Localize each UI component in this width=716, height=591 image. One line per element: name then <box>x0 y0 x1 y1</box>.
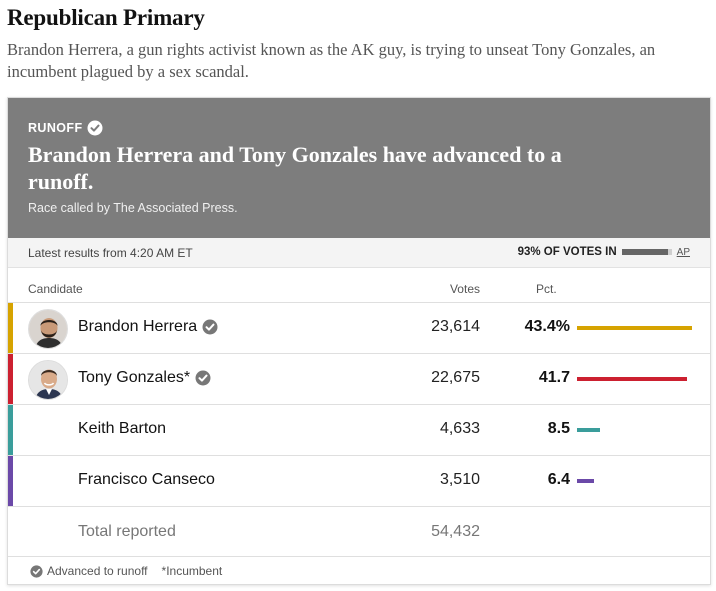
candidate-name-text: Keith Barton <box>78 420 167 437</box>
candidate-name-text: Brandon Herrera <box>78 318 198 335</box>
race-call-banner: RUNOFF Brandon Herrera and Tony Gonzales… <box>8 98 710 238</box>
candidate-votes: 4,633 <box>439 420 480 437</box>
runoff-tag: RUNOFF <box>28 120 103 136</box>
total-votes: 54,432 <box>431 523 480 540</box>
candidate-name: Brandon Herrera <box>78 318 218 336</box>
incumbent-legend-label: *Incumbent <box>161 564 223 578</box>
candidate-pct: 41.7 <box>538 369 570 386</box>
candidate-pct: 8.5 <box>547 420 570 437</box>
race-called-text: Race called by The Associated Press. <box>28 201 238 215</box>
candidate-color-accent <box>8 456 13 506</box>
candidate-row: Tony Gonzales* 22,675 41.7 <box>8 353 710 404</box>
page-dek: Brandon Herrera, a gun rights activist k… <box>7 40 656 81</box>
pct-bar-track <box>577 326 692 330</box>
candidate-row: Brandon Herrera 23,614 43.4% <box>8 302 710 353</box>
banner-headline: Brandon Herrera and Tony Gonzales have a… <box>28 142 562 194</box>
candidate-row: Francisco Canseco 3,510 6.4 <box>8 455 710 506</box>
latest-results-time: Latest results from 4:20 AM ET <box>28 246 193 260</box>
check-circle-icon <box>202 319 218 335</box>
candidate-row: Keith Barton 4,633 8.5 <box>8 404 710 455</box>
candidate-votes: 22,675 <box>431 369 480 386</box>
votes-reported: 93% OF VOTES IN AP <box>518 246 690 258</box>
total-label: Total reported <box>78 523 176 540</box>
column-header-votes: Votes <box>449 282 480 296</box>
reporting-progress-bar <box>621 249 672 255</box>
reporting-progress-fill <box>621 249 669 255</box>
results-card: RUNOFF Brandon Herrera and Tony Gonzales… <box>7 97 711 585</box>
pct-bar <box>577 326 692 330</box>
pct-bar <box>577 479 594 483</box>
candidate-votes: 3,510 <box>439 471 480 488</box>
candidate-name-text: Francisco Canseco <box>78 471 215 488</box>
avatar <box>28 360 68 400</box>
check-circle-icon <box>30 564 43 578</box>
total-row: Total reported 54,432 <box>8 506 710 556</box>
candidate-name: Francisco Canseco <box>78 471 215 489</box>
page-title: Republican Primary <box>7 5 205 30</box>
pct-bar <box>577 428 600 432</box>
pct-bar-track <box>577 377 692 381</box>
avatar <box>28 309 68 349</box>
check-circle-icon <box>87 120 103 136</box>
person-photo-icon <box>29 310 67 348</box>
candidate-color-accent <box>8 405 13 455</box>
column-header-pct: Pct. <box>536 282 557 296</box>
candidate-color-accent <box>8 354 13 404</box>
candidate-votes: 23,614 <box>431 318 480 335</box>
results-status-bar: Latest results from 4:20 AM ET 93% OF VO… <box>8 238 710 268</box>
advanced-legend-label: Advanced to runoff <box>47 564 148 578</box>
reporting-text: 93% OF VOTES IN <box>517 246 617 258</box>
candidate-name: Keith Barton <box>78 420 166 438</box>
check-circle-icon <box>195 370 211 386</box>
person-photo-icon <box>29 361 67 399</box>
column-header-candidate: Candidate <box>28 282 83 296</box>
results-footer: Advanced to runoff *Incumbent <box>8 556 710 585</box>
runoff-label: RUNOFF <box>28 121 83 135</box>
candidate-name: Tony Gonzales* <box>78 369 211 387</box>
pct-bar-track <box>577 479 692 483</box>
pct-bar <box>577 377 687 381</box>
pct-bar-track <box>577 428 692 432</box>
candidate-pct: 6.4 <box>547 471 570 488</box>
candidate-name-text: Tony Gonzales* <box>78 369 191 386</box>
footnote-legend: Advanced to runoff *Incumbent <box>30 564 222 578</box>
ap-source-link[interactable]: AP <box>676 246 690 258</box>
candidate-pct: 43.4% <box>524 318 570 335</box>
candidate-color-accent <box>8 303 13 353</box>
